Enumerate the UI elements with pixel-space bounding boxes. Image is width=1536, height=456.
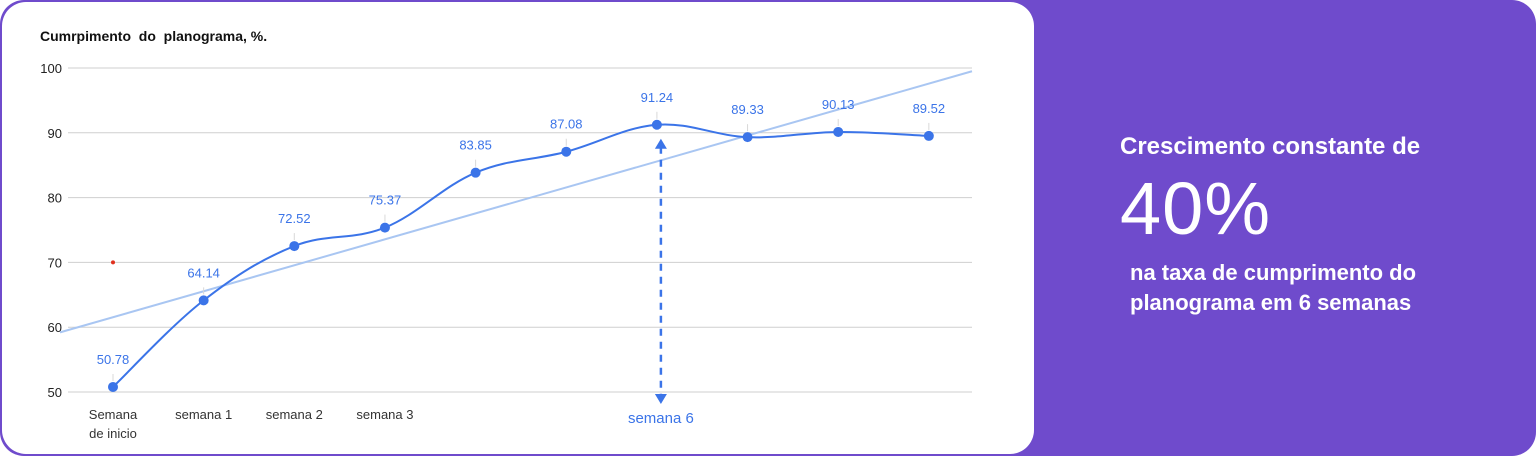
y-tick-label: 100 — [40, 61, 62, 76]
data-point — [470, 167, 481, 178]
promo-subtitle-line1: na taxa de cumprimento do — [1130, 260, 1417, 285]
y-tick-label: 90 — [48, 126, 62, 141]
red-dot-marker — [111, 260, 115, 265]
x-tick-label: Semana de inicio — [89, 407, 138, 441]
data-point — [923, 130, 934, 141]
promo-subtitle-line2: planograma em 6 semanas — [1130, 290, 1412, 315]
data-point — [108, 381, 118, 392]
y-tick-label: 60 — [48, 320, 62, 335]
y-tick-label: 70 — [48, 255, 62, 270]
x-tick-label: semana 1 — [175, 407, 232, 422]
chart-card: Cumrpimento do planograma, %. 50 60 70 80 90… — [2, 2, 1034, 454]
arrow-head-up — [654, 138, 667, 149]
x-tick-label: semana 2 — [266, 407, 323, 422]
line-chart: 50 60 70 80 90 100 Semana de inicio semana 1 sema… — [40, 61, 973, 441]
y-tick-label: 80 — [48, 191, 62, 206]
data-label: 64.14 — [187, 265, 220, 280]
arrow-label: semana 6 — [628, 410, 694, 427]
data-point — [651, 119, 662, 130]
data-point — [833, 126, 844, 137]
data-point — [289, 241, 300, 252]
data-point — [742, 132, 753, 143]
x-tick-label: semana 3 — [356, 407, 413, 422]
data-label: 89.52 — [913, 101, 946, 116]
data-point — [198, 295, 209, 306]
y-tick-label: 50 — [48, 385, 62, 400]
series-line — [112, 123, 929, 388]
data-label: 83.85 — [459, 138, 492, 153]
data-label: 75.37 — [369, 193, 402, 208]
promo-lead: Crescimento constante de — [1120, 133, 1421, 160]
data-label: 90.13 — [822, 97, 855, 112]
data-point — [561, 146, 572, 157]
promo-percentage: 40% — [1120, 167, 1272, 250]
data-label: 91.24 — [641, 90, 674, 105]
data-label: 89.33 — [731, 102, 764, 117]
chart-title: Cumrpimento do planograma, %. — [40, 28, 268, 44]
promo-subtitle: na taxa de cumprimento do planograma em … — [1130, 258, 1416, 318]
data-point — [379, 222, 390, 233]
arrow-head-down — [654, 394, 667, 404]
promo-panel: Crescimento constante de 40% na taxa de … — [1034, 0, 1536, 456]
data-label: 87.08 — [550, 117, 583, 132]
data-label: 50.78 — [97, 352, 130, 367]
trendline — [59, 70, 973, 334]
data-label: 72.52 — [278, 211, 311, 226]
